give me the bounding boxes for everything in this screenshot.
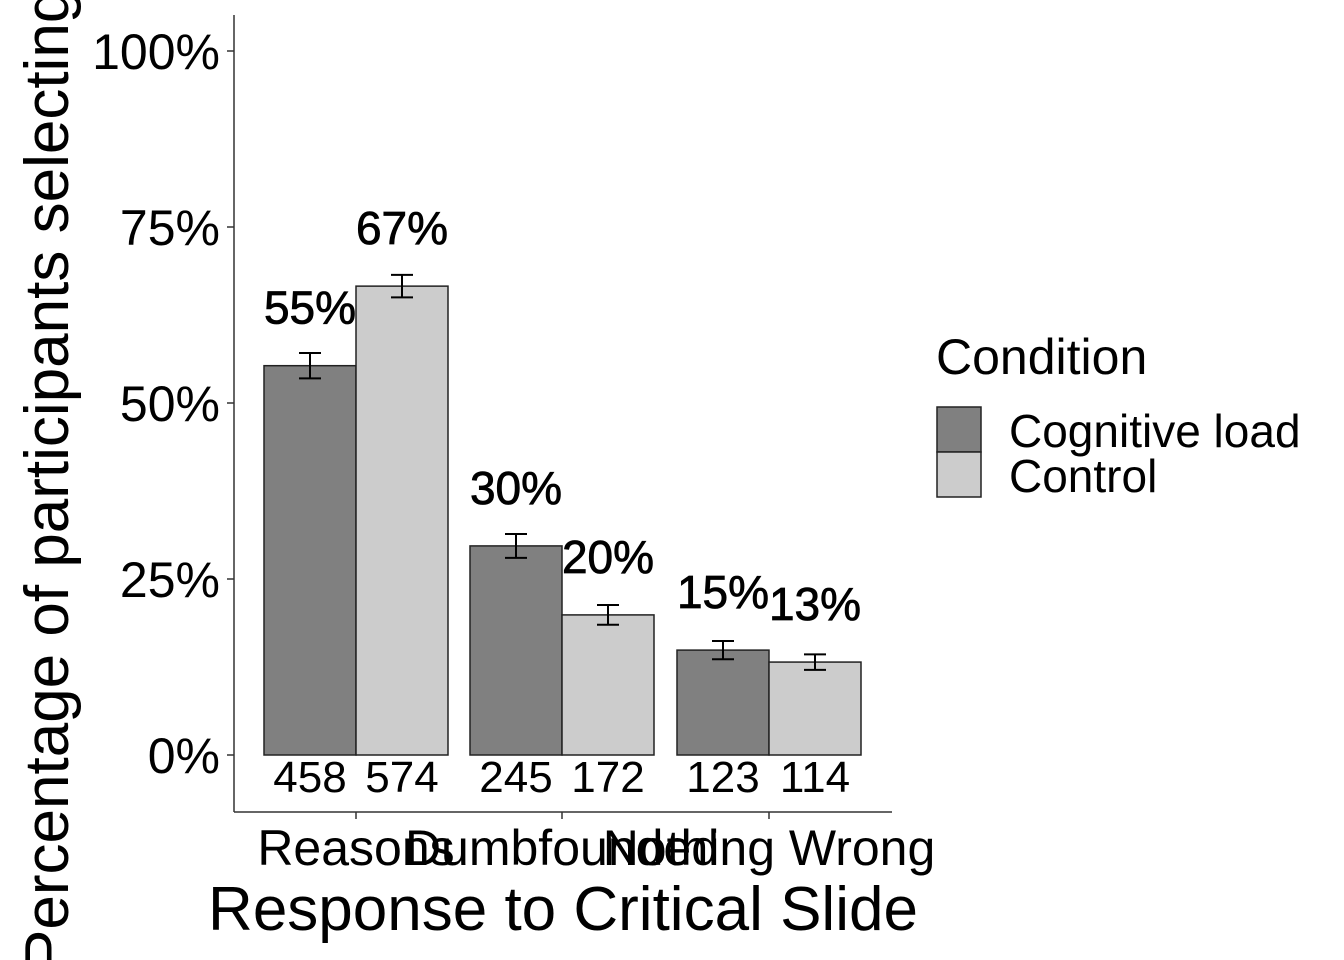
legend-key-cognitive-load <box>937 407 981 452</box>
data-label-count: 458 <box>273 753 346 802</box>
plot-area: 55% 458 67% 574 30% 245 20% 172 15% 123 13% 114 <box>264 202 861 802</box>
y-axis: 0% 25% 50% 75% 100% <box>92 15 234 812</box>
bar-control <box>769 662 861 755</box>
bar-control <box>356 286 448 755</box>
data-label-percent: 13% <box>769 578 861 630</box>
bar-cognitive-load <box>470 546 562 755</box>
data-label-percent: 55% <box>264 282 356 334</box>
legend-label: Control <box>1009 450 1157 502</box>
bar-control <box>562 615 654 755</box>
y-tick-label: 75% <box>120 200 220 256</box>
y-tick-label: 100% <box>92 24 220 80</box>
data-label-percent: 20% <box>562 531 654 583</box>
legend-key-control <box>937 452 981 497</box>
data-label-count: 574 <box>365 753 438 802</box>
data-label-count: 245 <box>479 753 552 802</box>
legend-title: Condition <box>936 329 1147 385</box>
y-axis-title: Percentage of participants selecting eac… <box>13 0 82 960</box>
x-axis-title: Response to Critical Slide <box>208 875 918 944</box>
data-label-count: 123 <box>686 753 759 802</box>
data-label-count: 172 <box>571 753 644 802</box>
y-tick-label: 25% <box>120 552 220 608</box>
data-label-count: 114 <box>780 753 850 802</box>
data-label-percent: 30% <box>470 462 562 514</box>
bar-cognitive-load <box>264 366 356 755</box>
y-tick-label: 50% <box>120 376 220 432</box>
bar-cognitive-load <box>677 650 769 755</box>
data-label-percent: 15% <box>677 566 769 618</box>
x-tick-label: Nothing Wrong <box>603 820 936 876</box>
y-tick-label: 0% <box>148 728 220 784</box>
data-label-percent: 67% <box>356 202 448 254</box>
